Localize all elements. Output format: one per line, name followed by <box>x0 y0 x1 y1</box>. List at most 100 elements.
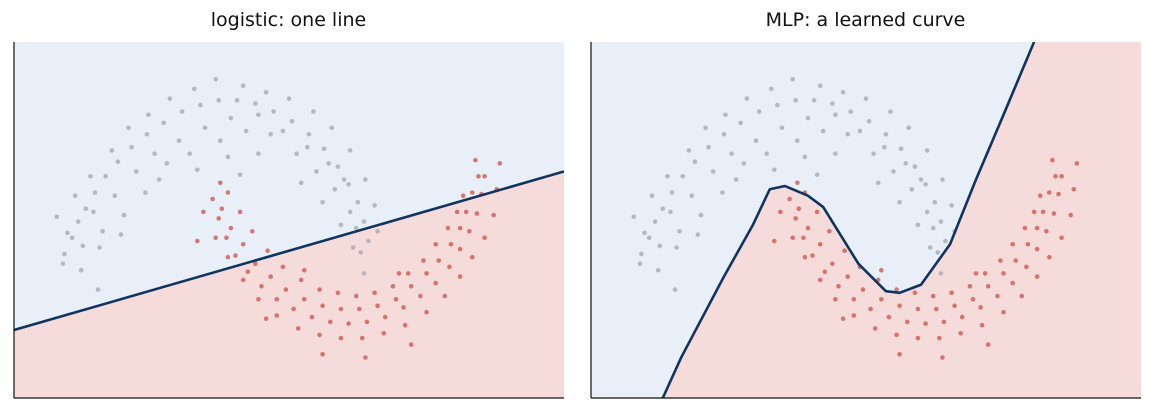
point-class-a <box>253 101 258 106</box>
point-class-a <box>938 219 944 224</box>
point-class-b <box>930 293 936 299</box>
point-class-b <box>833 297 838 302</box>
point-class-b <box>263 316 269 322</box>
point-class-b <box>298 277 304 283</box>
point-class-b <box>482 174 487 179</box>
point-class-a <box>286 96 292 101</box>
point-class-a <box>866 119 872 124</box>
point-class-b <box>934 306 939 312</box>
point-class-a <box>888 109 893 114</box>
point-class-b <box>970 297 976 302</box>
point-class-b <box>476 174 481 179</box>
point-class-b <box>851 313 857 318</box>
point-class-b <box>467 229 472 234</box>
point-class-b <box>905 319 910 325</box>
point-class-a <box>686 148 692 153</box>
point-class-a <box>179 109 185 114</box>
point-class-a <box>144 131 150 137</box>
point-class-b <box>1010 280 1015 286</box>
point-class-b <box>949 290 954 296</box>
point-class-a <box>848 109 853 114</box>
point-class-b <box>390 284 396 289</box>
point-class-a <box>256 151 261 156</box>
point-class-b <box>805 225 811 231</box>
point-class-a <box>793 98 798 103</box>
point-class-b <box>822 269 828 275</box>
point-class-b <box>393 297 399 302</box>
point-class-b <box>418 293 423 299</box>
point-class-b <box>291 306 296 312</box>
point-class-a <box>363 177 368 182</box>
point-class-a <box>820 128 826 134</box>
point-class-a <box>720 190 725 195</box>
point-class-a <box>769 86 774 92</box>
point-class-b <box>265 248 270 253</box>
point-class-a <box>756 109 762 114</box>
point-class-a <box>703 125 708 131</box>
point-class-a <box>100 229 105 234</box>
point-class-a <box>840 89 846 95</box>
point-class-b <box>995 293 1000 299</box>
point-class-a <box>361 271 367 276</box>
point-class-a <box>187 151 192 156</box>
point-class-a <box>192 86 197 92</box>
point-class-a <box>830 101 835 106</box>
point-class-a <box>338 222 344 228</box>
point-class-b <box>375 303 380 309</box>
point-class-a <box>78 267 84 273</box>
point-class-b <box>879 267 884 273</box>
point-class-b <box>405 271 411 276</box>
point-class-b <box>233 253 238 258</box>
point-class-a <box>341 177 347 182</box>
point-class-a <box>133 169 139 174</box>
point-class-b <box>817 277 823 283</box>
point-class-a <box>772 167 777 173</box>
point-class-b <box>958 331 963 336</box>
point-class-a <box>115 159 121 164</box>
point-class-b <box>790 235 795 241</box>
point-class-b <box>433 280 439 286</box>
point-class-a <box>358 250 364 255</box>
point-class-a <box>112 193 118 198</box>
point-class-a <box>753 138 759 143</box>
point-class-a <box>306 131 312 137</box>
point-class-b <box>363 355 368 360</box>
point-class-a <box>764 151 769 156</box>
point-class-a <box>218 138 223 143</box>
point-class-a <box>69 235 75 241</box>
point-class-a <box>62 251 67 257</box>
point-class-b <box>268 274 274 279</box>
point-class-b <box>830 261 835 267</box>
point-class-b <box>772 238 777 244</box>
point-class-a <box>280 128 286 134</box>
point-class-a <box>943 238 948 244</box>
point-class-b <box>283 287 289 292</box>
point-class-b <box>842 248 847 253</box>
point-class-a <box>167 96 173 101</box>
point-class-a <box>932 199 938 205</box>
point-class-a <box>692 159 698 164</box>
point-class-b <box>1037 193 1043 198</box>
point-class-b <box>424 271 429 276</box>
point-class-a <box>924 148 930 153</box>
point-class-b <box>778 209 783 215</box>
point-class-b <box>317 287 322 292</box>
point-class-a <box>706 144 711 150</box>
point-class-b <box>491 212 497 218</box>
point-class-a <box>802 154 808 160</box>
point-class-b <box>240 242 246 247</box>
point-class-a <box>298 180 304 186</box>
point-class-b <box>408 342 414 347</box>
point-class-a <box>729 151 734 156</box>
point-class-b <box>998 258 1003 263</box>
point-class-b <box>923 321 928 326</box>
point-class-b <box>872 326 878 331</box>
point-class-b <box>218 180 223 186</box>
point-class-a <box>923 182 928 187</box>
point-class-a <box>355 199 361 205</box>
point-class-a <box>811 98 817 103</box>
point-class-b <box>1010 242 1015 247</box>
point-class-a <box>335 164 341 169</box>
point-class-a <box>164 161 170 166</box>
region-class-a <box>591 42 1035 398</box>
